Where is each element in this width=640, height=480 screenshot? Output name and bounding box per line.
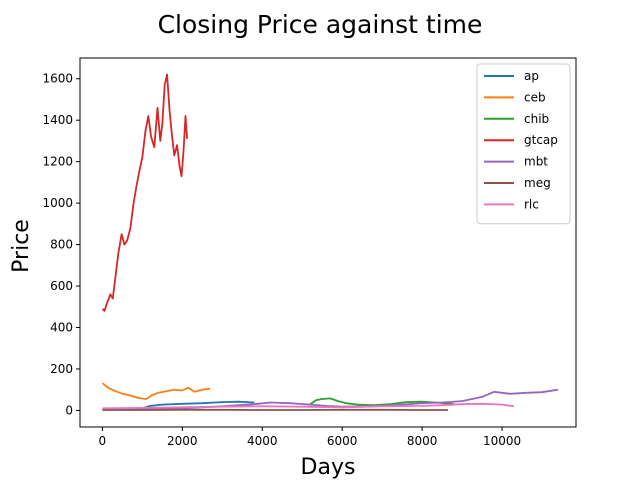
y-axis-ticks: 0 200 400 600 800 1000 1200 1400 1600 [42,72,80,417]
y-tick-label: 200 [50,362,73,376]
y-tick-label: 800 [50,238,73,252]
legend-label-rlc: rlc [524,197,539,211]
x-tick-label: 10000 [483,434,521,448]
x-tick-label: 4000 [247,434,278,448]
series-line-gtcap [101,73,188,312]
y-axis-label: Price [9,219,34,273]
y-tick-label: 1200 [42,155,73,169]
legend-label-gtcap: gtcap [524,133,558,147]
series-line-ceb [101,382,211,400]
series-line-rlc [102,402,515,410]
y-tick-label: 1600 [42,72,73,86]
y-tick-label: 400 [50,320,73,334]
legend-label-ceb: ceb [524,90,546,104]
y-tick-label: 600 [50,279,73,293]
legend-label-mbt: mbt [524,155,548,169]
x-tick-label: 0 [99,434,107,448]
y-tick-label: 0 [65,403,73,417]
y-tick-label: 1400 [42,113,73,127]
y-tick-label: 1000 [42,196,73,210]
legend-label-ap: ap [524,69,539,83]
plot-frame [79,57,577,428]
legend: ap ceb chib gtcap mbt meg rlc [476,63,571,225]
legend-label-chib: chib [524,112,549,126]
series-lines [101,73,559,411]
legend-label-meg: meg [524,176,551,190]
x-tick-label: 6000 [327,434,358,448]
series-line-chib [309,397,455,407]
x-axis-ticks: 0 2000 4000 6000 8000 10000 [99,427,521,448]
chart-title: Closing Price against time [158,10,483,39]
x-axis-label: Days [301,455,356,480]
x-tick-label: 2000 [167,434,198,448]
x-tick-label: 8000 [407,434,438,448]
